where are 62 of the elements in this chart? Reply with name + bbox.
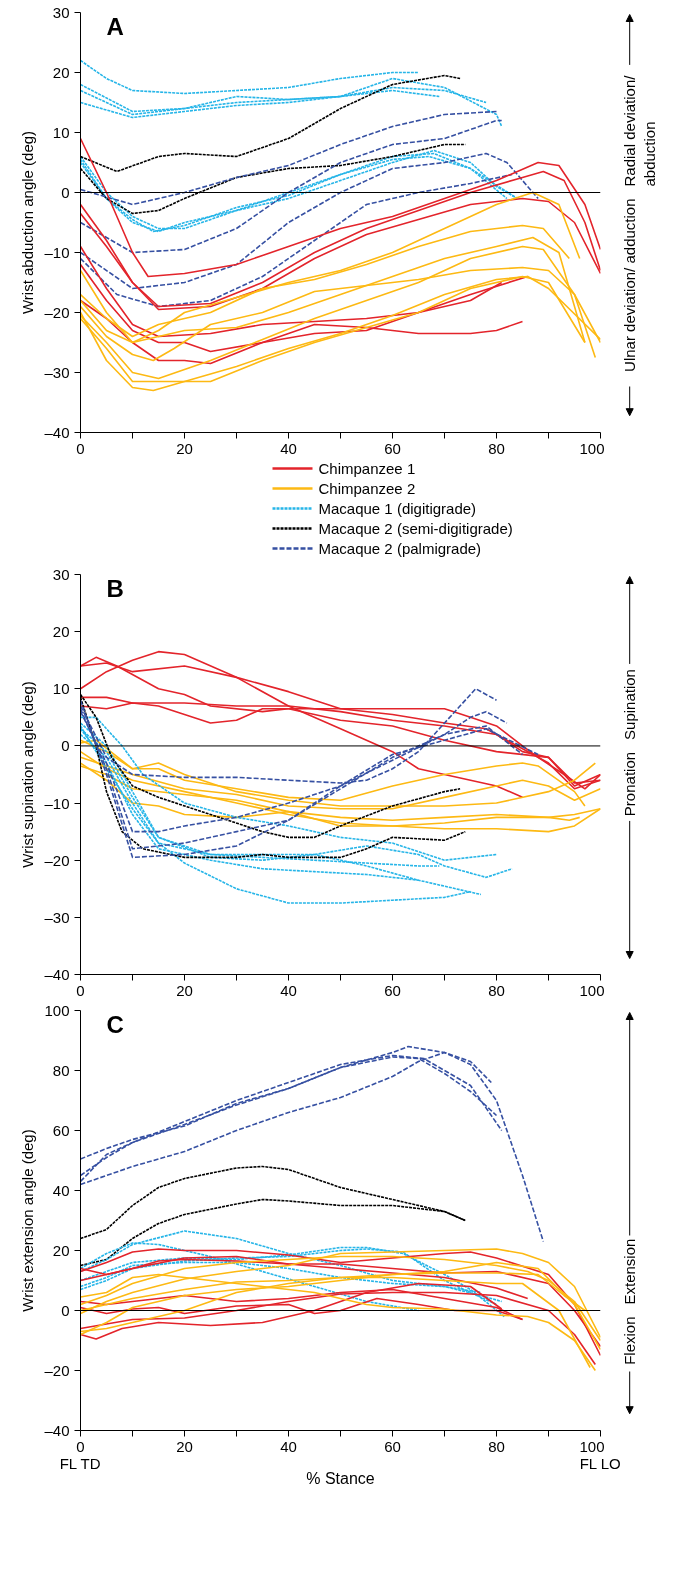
x-tick-label: 80	[488, 1437, 505, 1455]
text: FL TD	[59, 1454, 101, 1472]
y-axis-title: Wrist abduction angle (deg)	[19, 130, 37, 315]
x-tick-label: 40	[280, 439, 297, 457]
x-tick-label: 40	[280, 1437, 297, 1455]
y-tick-label: –40	[44, 966, 70, 983]
chart-title: C	[106, 1010, 124, 1038]
legend-label: Macaque 2 (palmigrade)	[318, 540, 482, 557]
x-tick-label: 60	[384, 981, 401, 999]
chart-title: A	[106, 12, 124, 40]
y-tick-label: 10	[52, 124, 70, 141]
y-tick-label: 10	[52, 680, 70, 698]
text: Flexion	[621, 1316, 639, 1365]
x-tick-label: 100	[579, 1437, 605, 1455]
y-tick-label: –20	[44, 1362, 70, 1379]
x-tick-label: 0	[76, 1437, 85, 1455]
y-tick-label: 80	[52, 1062, 70, 1079]
y-tick-label: 40	[52, 1182, 70, 1199]
text: Extension	[621, 1238, 639, 1305]
y-tick-label: 30	[52, 4, 70, 21]
x-tick-label: 80	[488, 439, 505, 457]
y-tick-label: –10	[44, 794, 70, 812]
y-tick-label: 0	[61, 737, 70, 755]
y-tick-label: –20	[44, 304, 70, 321]
text: Ulnar deviation/ adduction	[621, 198, 639, 372]
y-tick-label: –30	[44, 908, 70, 926]
x-tick-label: 60	[384, 439, 401, 457]
x-axis-title: % Stance	[306, 1469, 375, 1487]
x-tick-label: 80	[488, 981, 505, 999]
x-tick-label: 100	[579, 981, 605, 999]
y-tick-label: –40	[44, 1422, 70, 1439]
y-tick-label: –40	[44, 424, 70, 441]
legend-label: Macaque 2 (semi-digitigrade)	[318, 520, 513, 537]
legend-label: Macaque 1 (digitigrade)	[318, 500, 477, 517]
y-tick-label: 100	[44, 1002, 70, 1019]
y-tick-label: –20	[44, 851, 70, 869]
text: Pronation	[621, 751, 639, 817]
y-tick-label: –30	[44, 364, 70, 381]
x-tick-label: 0	[76, 981, 85, 999]
x-tick-label: 40	[280, 981, 297, 999]
legend-label: Chimpanzee 2	[318, 480, 416, 497]
x-tick-label: 20	[176, 439, 193, 457]
text: Supination	[621, 669, 639, 740]
x-tick-label: 20	[176, 981, 193, 999]
y-tick-label: 30	[52, 566, 70, 583]
chart-title: B	[106, 574, 124, 602]
x-tick-label: 20	[176, 1437, 193, 1455]
y-tick-label: 60	[52, 1122, 70, 1139]
x-tick-label: 60	[384, 1437, 401, 1455]
y-tick-label: –10	[44, 244, 70, 261]
y-axis-title: Wrist supination angle (deg)	[19, 681, 37, 868]
y-tick-label: 20	[52, 1242, 70, 1259]
x-tick-label: 0	[76, 439, 85, 457]
text: FL LO	[579, 1454, 621, 1472]
legend-label: Chimpanzee 1	[318, 460, 416, 477]
y-tick-label: 0	[61, 184, 70, 201]
text: Radial deviation/ abduction	[620, 74, 658, 187]
y-tick-label: 0	[61, 1302, 70, 1319]
y-axis-title: Wrist extension angle (deg)	[19, 1129, 37, 1312]
y-tick-label: 20	[52, 623, 70, 641]
x-tick-label: 100	[579, 439, 605, 457]
y-tick-label: 20	[52, 64, 70, 81]
